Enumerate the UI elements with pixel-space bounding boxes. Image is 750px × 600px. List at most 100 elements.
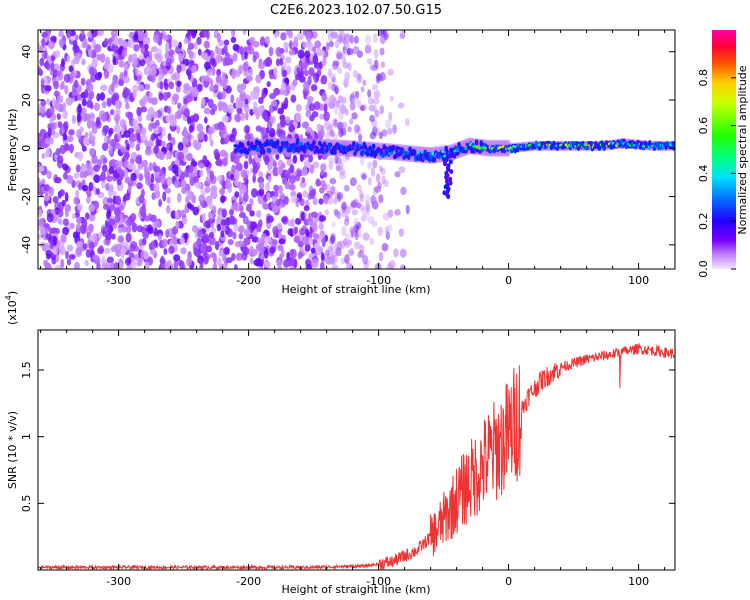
noise-blob	[88, 66, 95, 76]
noise-blob	[63, 73, 71, 83]
noise-blob	[209, 139, 214, 147]
noise-blob	[283, 41, 290, 49]
noise-blob	[96, 53, 102, 61]
noise-blob	[150, 46, 159, 53]
noise-blob	[46, 98, 51, 105]
noise-blob	[244, 111, 249, 121]
signal-blob	[412, 149, 417, 157]
noise-blob	[257, 62, 265, 70]
noise-blob	[66, 135, 74, 143]
noise-blob	[194, 181, 202, 189]
noise-blob	[299, 61, 304, 68]
noise-blob	[161, 238, 168, 248]
noise-blob	[227, 104, 235, 114]
noise-blob	[388, 224, 393, 232]
noise-blob	[311, 258, 319, 268]
noise-blob	[88, 223, 94, 232]
noise-blob	[292, 79, 298, 87]
noise-blob	[381, 129, 388, 137]
noise-blob	[124, 176, 131, 184]
noise-blob	[168, 81, 175, 90]
noise-blob	[123, 169, 129, 179]
noise-blob	[119, 119, 127, 129]
noise-blob	[299, 227, 307, 236]
noise-blob	[341, 49, 348, 58]
noise-blob	[178, 259, 184, 267]
noise-blob	[45, 264, 52, 269]
noise-blob	[84, 259, 89, 267]
spectrogram-x-label: Height of straight line (km)	[281, 283, 430, 296]
noise-blob	[243, 237, 251, 246]
noise-blob	[163, 248, 168, 256]
noise-blob	[281, 216, 288, 223]
snr-y-tick-label: 1.5	[20, 361, 33, 379]
snr-y-tick-label: 0.5	[20, 495, 33, 513]
noise-blob	[196, 36, 202, 45]
noise-blob	[329, 73, 337, 80]
noise-blob	[76, 129, 82, 139]
noise-blob	[61, 199, 66, 207]
noise-blob	[191, 158, 196, 165]
noise-blob	[55, 147, 61, 156]
noise-blob	[320, 169, 325, 176]
noise-blob	[46, 253, 51, 260]
noise-blob	[288, 31, 293, 39]
noise-blob	[50, 55, 55, 62]
signal-blob	[312, 139, 316, 146]
noise-blob	[285, 116, 291, 125]
noise-blob	[345, 240, 351, 249]
noise-blob	[192, 113, 200, 123]
noise-blob	[270, 100, 278, 107]
noise-blob	[112, 56, 117, 66]
noise-blob	[151, 122, 158, 129]
noise-blob	[97, 30, 105, 37]
noise-blob	[287, 228, 295, 236]
noise-blob	[205, 196, 212, 205]
noise-blob	[76, 216, 83, 224]
noise-blob	[117, 38, 125, 46]
noise-blob	[86, 119, 92, 129]
noise-blob	[328, 245, 335, 253]
noise-blob	[252, 55, 257, 63]
noise-blob	[122, 195, 127, 203]
noise-blob	[135, 143, 141, 152]
signal-blob	[406, 154, 411, 160]
noise-blob	[270, 200, 275, 209]
noise-blob	[277, 107, 284, 115]
noise-blob	[252, 41, 260, 48]
spectrogram-frame	[37, 29, 676, 270]
noise-blob	[65, 30, 72, 38]
noise-blob	[322, 111, 330, 122]
noise-blob	[135, 68, 140, 77]
noise-blob	[211, 205, 217, 215]
spectrogram-marks	[38, 30, 675, 269]
noise-blob	[234, 170, 240, 181]
noise-blob	[59, 144, 66, 155]
noise-blob	[288, 124, 295, 133]
noise-blob	[75, 189, 80, 198]
noise-blob	[112, 74, 117, 82]
snr-x-label: Height of straight line (km)	[281, 583, 430, 596]
noise-blob	[150, 173, 155, 184]
noise-blob	[80, 77, 86, 86]
noise-blob	[366, 58, 373, 65]
noise-blob	[68, 143, 74, 154]
noise-blob	[249, 167, 254, 174]
noise-blob	[113, 207, 121, 217]
noise-blob	[177, 192, 182, 203]
noise-blob	[308, 154, 314, 163]
noise-blob	[215, 54, 222, 64]
noise-blob	[78, 182, 83, 191]
noise-blob	[333, 254, 338, 264]
noise-blob	[199, 259, 204, 269]
noise-blob	[165, 151, 170, 160]
noise-blob	[338, 110, 344, 121]
noise-blob	[296, 66, 301, 74]
noise-blob	[44, 84, 52, 92]
noise-blob	[203, 255, 209, 265]
noise-blob	[223, 39, 230, 46]
noise-blob	[172, 236, 179, 245]
noise-blob	[316, 245, 322, 255]
noise-blob	[52, 246, 59, 255]
noise-blob	[198, 162, 205, 169]
